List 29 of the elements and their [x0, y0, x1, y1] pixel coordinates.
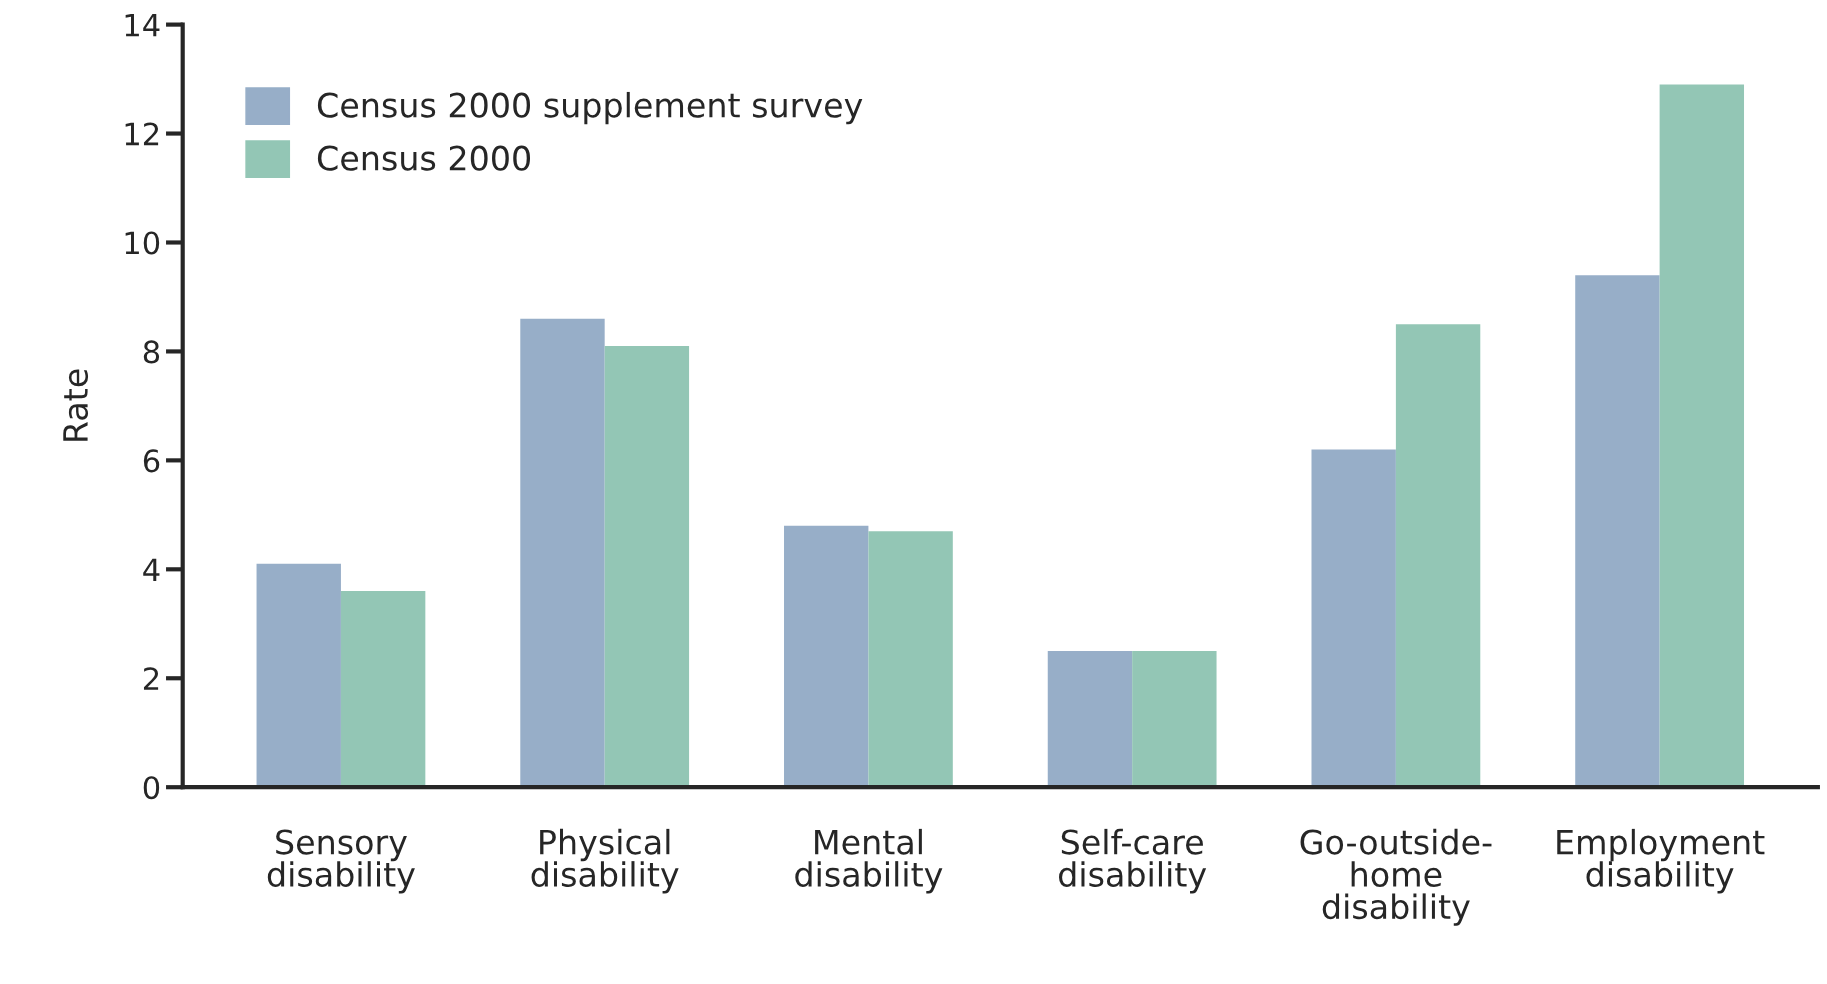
bar: [604, 345, 690, 788]
bar: [1132, 651, 1217, 788]
bar: [256, 563, 341, 788]
x-tick-label: Employment disability: [1557, 828, 1765, 894]
bar: [520, 318, 605, 788]
bar: [1395, 324, 1481, 788]
y-tick-label: 2: [143, 667, 159, 690]
x-tick-label: Go-outside- home disability: [1300, 828, 1492, 926]
y-axis-title: Rate: [63, 369, 89, 441]
legend-label: Census 2000: [317, 145, 531, 171]
bar: [1311, 449, 1396, 788]
x-tick-label: Sensory disability: [267, 829, 415, 894]
bar: [868, 531, 953, 788]
y-tick-label: 4: [143, 558, 160, 581]
x-tick-label: Self-care disability: [1059, 828, 1207, 894]
y-tick-label: 8: [143, 340, 160, 364]
bar: [1047, 651, 1133, 788]
bar: [1575, 275, 1660, 788]
y-tick-label: 0: [143, 776, 160, 800]
bar: [784, 525, 869, 788]
y-tick-label: 10: [125, 231, 160, 255]
x-tick-label: Physical disability: [531, 828, 679, 894]
y-tick-label: 12: [125, 122, 159, 146]
y-tick-label: 6: [143, 449, 160, 473]
y-tick-label: 14: [125, 13, 160, 37]
legend-label: Census 2000 supplement survey: [317, 91, 863, 125]
bar: [1659, 84, 1745, 788]
bar: [340, 591, 426, 788]
x-tick-label: Mental disability: [795, 828, 943, 894]
